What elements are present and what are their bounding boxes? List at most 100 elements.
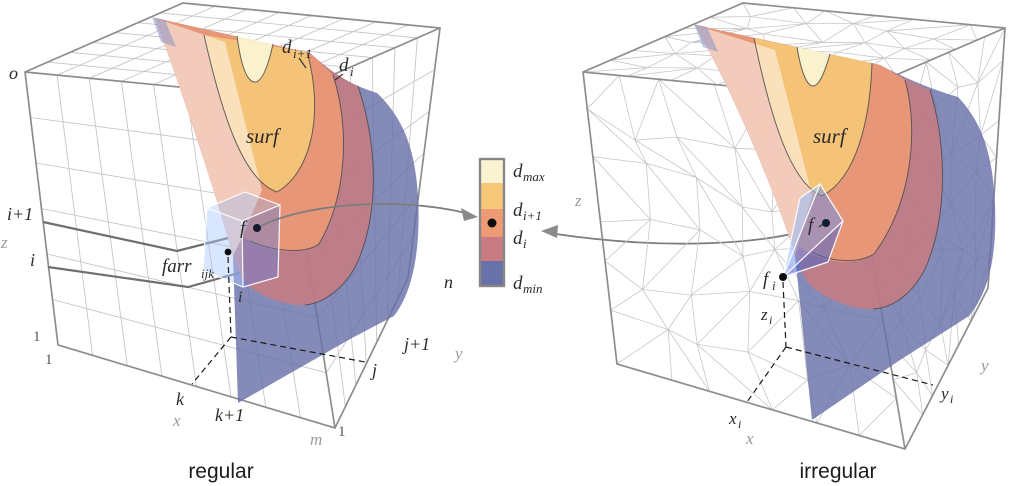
axis-y-label: y xyxy=(453,344,463,363)
surface-blue-sliver xyxy=(694,24,718,52)
tick-y-j-plus-1: j+1 xyxy=(402,334,430,354)
tick-y-1: 1 xyxy=(338,424,346,440)
colorbar-label-di-sub: i xyxy=(523,236,527,251)
zi-label-sub: i xyxy=(769,313,772,327)
right-plot: z surf f f i z i x i x y i y irregular xyxy=(574,2,1006,483)
tick-y-j: j xyxy=(370,360,377,380)
arrow-left-head xyxy=(461,208,478,221)
contour-di xyxy=(249,74,344,251)
di-label-tick xyxy=(334,73,344,81)
surf-label: surf xyxy=(246,124,282,148)
tick-y-n: n xyxy=(444,272,453,292)
surf-label: surf xyxy=(813,124,849,148)
surface-band-dmax xyxy=(237,36,273,82)
dashed-vertical xyxy=(227,256,232,338)
surface-fade-overlay xyxy=(695,25,812,255)
surface-band-dip1 xyxy=(754,38,872,196)
axis-x-label: x xyxy=(745,429,754,448)
cell-level-label: i xyxy=(238,289,242,306)
highlight-cell-cube xyxy=(202,191,281,288)
contour-dmax xyxy=(796,46,831,87)
left-projection-dashes xyxy=(191,256,366,385)
f-point xyxy=(822,219,830,227)
xi-label-sub: i xyxy=(738,417,741,431)
contour-label-dip1-base: d xyxy=(282,37,292,58)
colorbar-label-di-base: d xyxy=(513,228,523,249)
cube-right-face xyxy=(242,205,280,287)
left-plot: o i+1 z i 1 1 k k+1 x m 1 j j+1 y n d i+… xyxy=(0,2,463,483)
contour-dip1 xyxy=(203,34,316,193)
cube-edges xyxy=(202,191,281,288)
dashed-to-y-axis xyxy=(785,346,934,386)
yi-label-sub: i xyxy=(950,392,953,406)
axis-x-label: x xyxy=(172,411,181,430)
fan-edges xyxy=(782,183,844,278)
dashed-to-y-axis xyxy=(230,336,366,363)
f-label-tick xyxy=(818,223,824,228)
fi-point xyxy=(779,273,787,281)
surface-blue-sliver xyxy=(152,17,176,47)
mapping-arrows xyxy=(260,203,824,245)
contour-di xyxy=(811,79,913,262)
tick-x-k: k xyxy=(176,389,185,409)
colorbar-label-dmin-sub: min xyxy=(523,281,543,296)
dashed-to-x-axis xyxy=(191,336,232,385)
cube-left-face xyxy=(203,208,243,287)
dashed-vertical-zi xyxy=(782,281,787,348)
colorbar-frame xyxy=(478,157,506,288)
tick-x-m: m xyxy=(310,430,322,449)
left-slab-highlight xyxy=(42,220,243,289)
colorbar-label-dmin-base: d xyxy=(513,273,523,294)
tick-z-i: i xyxy=(30,250,35,270)
zi-label-base: z xyxy=(760,305,768,324)
colorbar-segment-dmax xyxy=(481,160,503,183)
tick-z-top: o xyxy=(9,63,18,83)
contour-dlower xyxy=(872,89,943,310)
farr-label-base: farr xyxy=(162,256,192,277)
farr-label-sub: ijk xyxy=(201,266,214,281)
arrow-left-to-colorbar xyxy=(260,203,467,227)
contour-dlower xyxy=(304,85,374,306)
fi-label-base: f xyxy=(763,269,771,290)
highlight-tetra-fan xyxy=(782,183,844,278)
slab-line-i xyxy=(47,265,243,289)
slab-line-i-plus-1 xyxy=(42,220,237,253)
colorbar-label-dip1-base: d xyxy=(513,200,523,221)
box-outline xyxy=(582,2,1006,451)
right-surface xyxy=(694,24,996,420)
xi-label-base: x xyxy=(728,409,737,428)
left-surface xyxy=(152,17,419,403)
right-caption: irregular xyxy=(799,460,876,483)
colorbar-segment-dlower xyxy=(481,237,503,261)
f-point xyxy=(253,224,261,232)
left-labels: o i+1 z i 1 1 k k+1 x m 1 j j+1 y n d i+… xyxy=(0,37,463,483)
cube-top-face xyxy=(207,192,280,221)
dashed-to-x-axis xyxy=(746,346,787,403)
axis-y-label: y xyxy=(979,356,989,375)
fan-face-mid xyxy=(783,184,843,277)
contour-label-di-sub: i xyxy=(350,64,354,79)
farr-point xyxy=(224,248,232,256)
f-label: f xyxy=(808,215,816,236)
right-projection-dashes xyxy=(746,281,934,403)
f-label: f xyxy=(240,218,248,239)
contour-dmax xyxy=(236,35,274,83)
colorbar-sample-dot xyxy=(487,218,497,228)
contour-label-di-base: d xyxy=(339,55,349,76)
yi-label-base: y xyxy=(939,384,949,403)
colorbar-segment-dip1 xyxy=(481,183,503,209)
colorbar-label-dmax-base: d xyxy=(513,161,523,182)
tick-x-k-plus-1: k+1 xyxy=(215,405,244,425)
colorbar-label-dip1-sub: i+1 xyxy=(523,208,542,223)
dip1-label-tick xyxy=(298,57,307,69)
tick-z-i-plus-1: i+1 xyxy=(7,204,33,224)
left-caption: regular xyxy=(188,460,253,483)
tick-x-1: 1 xyxy=(45,352,53,368)
axis-z-label: z xyxy=(0,233,8,252)
axis-z-label: z xyxy=(574,191,582,210)
fi-label-sub: i xyxy=(772,278,776,293)
colorbar: d max d i+1 d i d min xyxy=(478,157,545,296)
colorbar-label-dmax-sub: max xyxy=(523,169,545,184)
tick-z-1: 1 xyxy=(33,329,41,345)
